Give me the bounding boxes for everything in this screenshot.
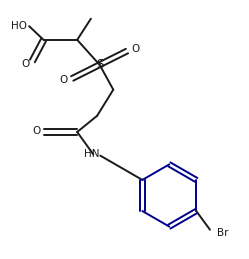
Text: Br: Br (217, 228, 228, 239)
Text: S: S (96, 58, 103, 71)
Text: O: O (21, 59, 30, 69)
Text: HN: HN (84, 149, 100, 159)
Text: O: O (59, 75, 68, 85)
Text: HO: HO (11, 21, 27, 31)
Text: O: O (131, 44, 139, 54)
Text: O: O (32, 126, 41, 136)
